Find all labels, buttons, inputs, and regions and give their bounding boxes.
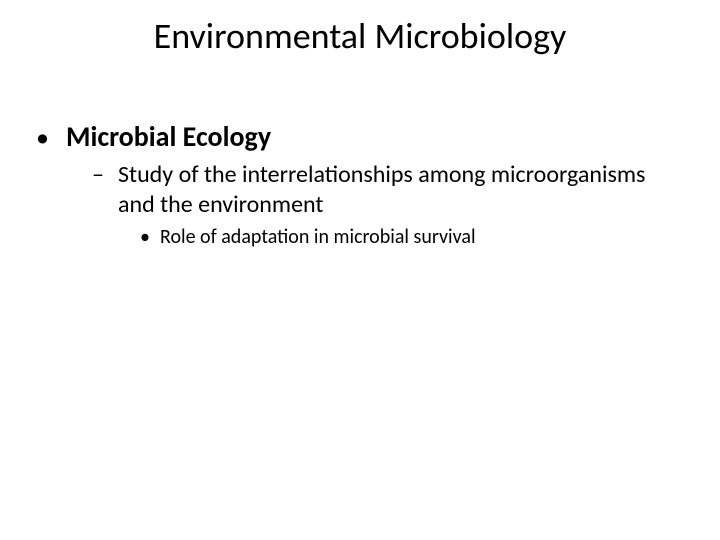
slide: Environmental Microbiology • Microbial E… bbox=[0, 0, 720, 540]
bullet-text: Microbial Ecology bbox=[66, 120, 271, 154]
bullet-text: Study of the interrelationships among mi… bbox=[118, 160, 658, 220]
bullet-text: Role of adaptation in microbial survival bbox=[160, 224, 476, 250]
bullet-marker: – bbox=[92, 160, 118, 190]
bullet-level-3: • Role of adaptation in microbial surviv… bbox=[140, 224, 680, 250]
slide-body: • Microbial Ecology – Study of the inter… bbox=[36, 120, 680, 250]
bullet-level-1: • Microbial Ecology bbox=[36, 120, 680, 154]
slide-title: Environmental Microbiology bbox=[0, 14, 720, 58]
bullet-level-2: – Study of the interrelationships among … bbox=[92, 160, 680, 220]
bullet-marker: • bbox=[140, 224, 160, 250]
bullet-marker: • bbox=[36, 120, 66, 154]
